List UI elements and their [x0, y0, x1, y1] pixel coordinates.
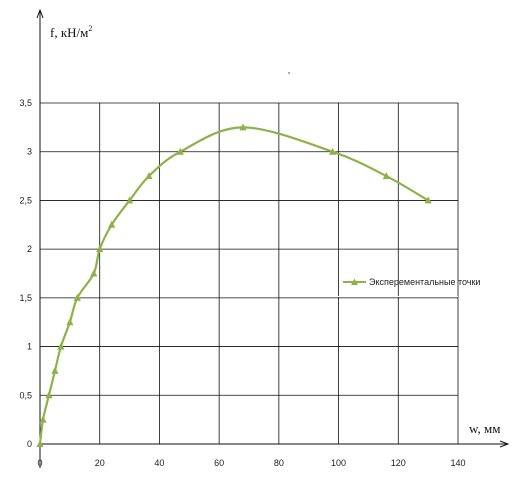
data-point-marker: [36, 440, 44, 447]
x-axis-arrow: [499, 440, 510, 448]
legend-backdrop: [320, 296, 458, 297]
y-tick-label: 2,5: [19, 195, 32, 205]
series: [36, 123, 432, 447]
data-point-marker: [57, 342, 65, 350]
y-axis-title: f, кН/м2: [50, 24, 92, 40]
y-tick-label: 3,5: [19, 98, 32, 108]
x-tick-label: 60: [214, 458, 224, 468]
x-tick-label: 120: [391, 458, 406, 468]
y-tick-label: 1: [27, 342, 32, 352]
y-axis-title-superscript: 2: [88, 24, 92, 33]
x-tick-label: 140: [450, 458, 465, 468]
stray-dot: [288, 72, 290, 74]
grid: [40, 102, 459, 444]
y-tick-label: 3: [27, 147, 32, 157]
x-tick-label: 100: [331, 458, 346, 468]
data-point-marker: [424, 196, 432, 204]
x-tick-label: 80: [274, 458, 284, 468]
data-point-marker: [96, 245, 104, 253]
data-point-marker: [125, 196, 134, 204]
x-tick-label: 0: [37, 458, 42, 468]
y-axis-title-text: f, кН/м: [50, 25, 88, 40]
data-point-marker: [239, 123, 247, 131]
x-tick-label: 40: [154, 458, 164, 468]
y-tick-label: 1,5: [19, 293, 32, 303]
data-point-marker: [90, 269, 98, 277]
x-tick-label: 20: [95, 458, 105, 468]
data-point-marker: [382, 172, 390, 180]
data-point-marker: [73, 293, 81, 301]
legend-marker: [351, 278, 358, 285]
legend: Эксперементальные точки: [343, 277, 480, 287]
tick-labels: 0 0,5 1 1,5 2 2,5 3 3,5 0 20 40 60 80 100 120 140: [19, 98, 465, 468]
axes: [36, 8, 510, 468]
y-tick-label: 2: [27, 244, 32, 254]
x-axis-title: w, мм: [469, 421, 501, 436]
y-axis-arrow: [36, 8, 44, 19]
data-point-marker: [66, 318, 74, 326]
legend-label: Эксперементальные точки: [369, 277, 480, 287]
data-point-marker: [45, 391, 53, 399]
data-point-marker: [329, 147, 337, 155]
data-point-marker: [176, 147, 184, 155]
y-tick-label: 0: [27, 439, 32, 449]
data-point-marker: [51, 366, 59, 374]
data-point-marker: [108, 220, 116, 228]
y-tick-label: 0,5: [19, 390, 32, 400]
data-point-marker: [145, 172, 153, 180]
data-point-marker: [39, 415, 47, 423]
